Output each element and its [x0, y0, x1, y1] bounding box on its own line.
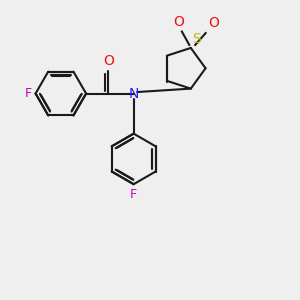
Text: O: O [103, 54, 114, 68]
Text: F: F [25, 87, 32, 100]
Text: S: S [192, 32, 201, 46]
Text: O: O [208, 16, 220, 30]
Text: N: N [128, 86, 139, 100]
Text: F: F [130, 188, 137, 201]
Text: O: O [173, 15, 184, 28]
